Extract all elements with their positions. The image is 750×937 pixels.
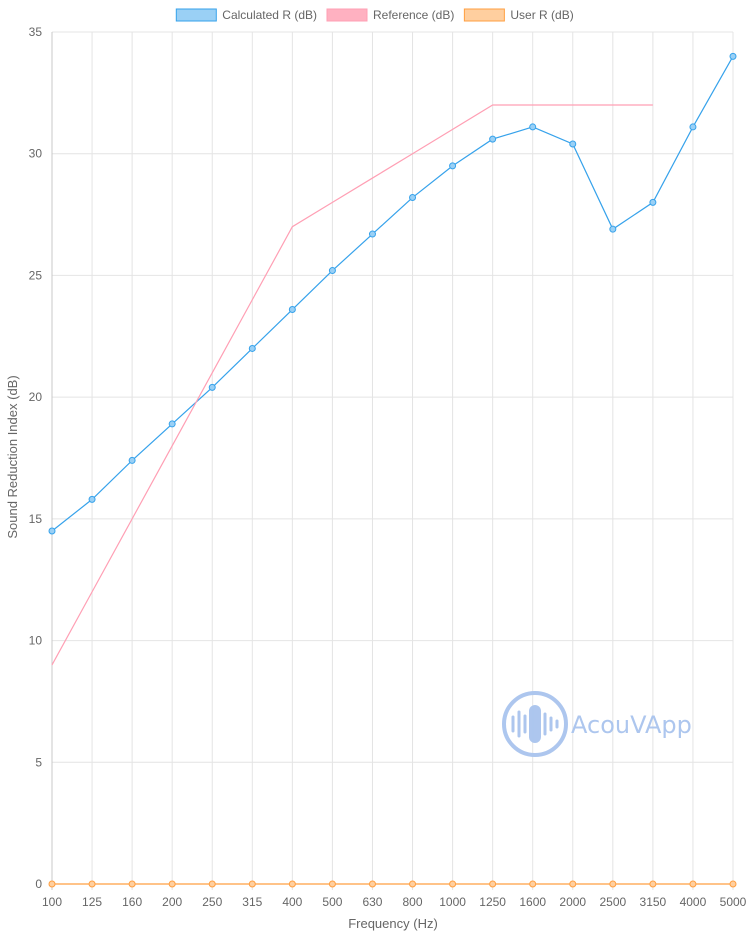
legend-swatch bbox=[326, 8, 368, 22]
x-tick-label: 500 bbox=[322, 895, 342, 909]
axes: 0 5 10 15 20 25 30 35 100 125 160 200 250 315 400 500 63… bbox=[29, 25, 747, 909]
data-point[interactable] bbox=[449, 880, 457, 888]
data-point[interactable] bbox=[288, 306, 296, 314]
data-point[interactable] bbox=[88, 495, 96, 503]
data-point[interactable] bbox=[689, 880, 697, 888]
data-point[interactable] bbox=[609, 880, 617, 888]
data-point[interactable] bbox=[368, 230, 376, 238]
data-point[interactable] bbox=[609, 225, 617, 233]
data-point[interactable] bbox=[208, 383, 216, 391]
x-tick-label: 800 bbox=[403, 895, 423, 909]
data-point[interactable] bbox=[168, 420, 176, 428]
y-tick-label: 5 bbox=[35, 755, 42, 769]
data-point[interactable] bbox=[328, 880, 336, 888]
x-tick-label: 2000 bbox=[559, 895, 586, 909]
data-point[interactable] bbox=[489, 880, 497, 888]
x-tick-label: 1000 bbox=[439, 895, 466, 909]
y-tick-label: 20 bbox=[29, 390, 43, 404]
data-point[interactable] bbox=[529, 123, 537, 131]
y-tick-label: 10 bbox=[29, 634, 43, 648]
data-point[interactable] bbox=[248, 880, 256, 888]
x-tick-label: 4000 bbox=[680, 895, 707, 909]
x-tick-label: 250 bbox=[202, 895, 222, 909]
y-tick-label: 0 bbox=[35, 877, 42, 891]
x-tick-label: 400 bbox=[282, 895, 302, 909]
legend-item-2[interactable]: User R (dB) bbox=[463, 8, 574, 22]
sound-wave-logo-icon bbox=[502, 691, 568, 757]
legend-item-0[interactable]: Calculated R (dB) bbox=[175, 8, 317, 22]
data-point[interactable] bbox=[529, 880, 537, 888]
series-line-1 bbox=[51, 104, 653, 666]
x-tick-label: 160 bbox=[122, 895, 142, 909]
y-tick-label: 30 bbox=[29, 147, 43, 161]
data-point[interactable] bbox=[248, 344, 256, 352]
x-tick-label: 315 bbox=[242, 895, 262, 909]
data-point[interactable] bbox=[48, 880, 56, 888]
data-point[interactable] bbox=[729, 880, 737, 888]
data-point[interactable] bbox=[88, 880, 96, 888]
data-point[interactable] bbox=[449, 162, 457, 170]
data-point[interactable] bbox=[288, 880, 296, 888]
legend-swatch bbox=[463, 8, 505, 22]
x-axis-title: Frequency (Hz) bbox=[348, 916, 438, 931]
x-tick-label: 2500 bbox=[599, 895, 626, 909]
data-point[interactable] bbox=[328, 267, 336, 275]
legend-item-1[interactable]: Reference (dB) bbox=[326, 8, 454, 22]
data-point[interactable] bbox=[569, 880, 577, 888]
x-tick-label: 5000 bbox=[720, 895, 747, 909]
x-tick-label: 1250 bbox=[479, 895, 506, 909]
x-tick-label: 1600 bbox=[519, 895, 546, 909]
legend-label: Calculated R (dB) bbox=[222, 8, 317, 22]
y-axis-title: Sound Reduction Index (dB) bbox=[5, 375, 20, 538]
data-point[interactable] bbox=[729, 52, 737, 60]
grid bbox=[51, 31, 734, 890]
series-line-0 bbox=[51, 56, 734, 532]
legend[interactable]: Calculated R (dB) Reference (dB) User R (d… bbox=[175, 8, 574, 22]
x-tick-label: 100 bbox=[42, 895, 62, 909]
x-tick-label: 125 bbox=[82, 895, 102, 909]
x-tick-label: 3150 bbox=[640, 895, 667, 909]
legend-swatch bbox=[175, 8, 217, 22]
legend-label: User R (dB) bbox=[510, 8, 573, 22]
data-point[interactable] bbox=[569, 140, 577, 148]
data-point[interactable] bbox=[208, 880, 216, 888]
legend-label: Reference (dB) bbox=[373, 8, 454, 22]
data-point[interactable] bbox=[128, 880, 136, 888]
watermark-text: AcouVApp bbox=[571, 711, 692, 739]
data-point[interactable] bbox=[409, 880, 417, 888]
y-tick-label: 35 bbox=[29, 25, 43, 39]
data-point[interactable] bbox=[168, 880, 176, 888]
watermark: AcouVApp bbox=[502, 691, 692, 757]
data-point[interactable] bbox=[368, 880, 376, 888]
y-tick-label: 15 bbox=[29, 512, 43, 526]
data-point[interactable] bbox=[649, 198, 657, 206]
data-point[interactable] bbox=[649, 880, 657, 888]
x-tick-label: 200 bbox=[162, 895, 182, 909]
data-point[interactable] bbox=[48, 527, 56, 535]
data-point[interactable] bbox=[689, 123, 697, 131]
data-point[interactable] bbox=[489, 135, 497, 143]
x-tick-label: 630 bbox=[362, 895, 382, 909]
y-tick-label: 25 bbox=[29, 268, 43, 282]
data-point[interactable] bbox=[409, 194, 417, 202]
data-point[interactable] bbox=[128, 456, 136, 464]
series-layer bbox=[48, 52, 737, 888]
